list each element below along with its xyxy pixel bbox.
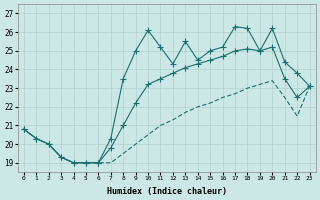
X-axis label: Humidex (Indice chaleur): Humidex (Indice chaleur) <box>107 187 227 196</box>
